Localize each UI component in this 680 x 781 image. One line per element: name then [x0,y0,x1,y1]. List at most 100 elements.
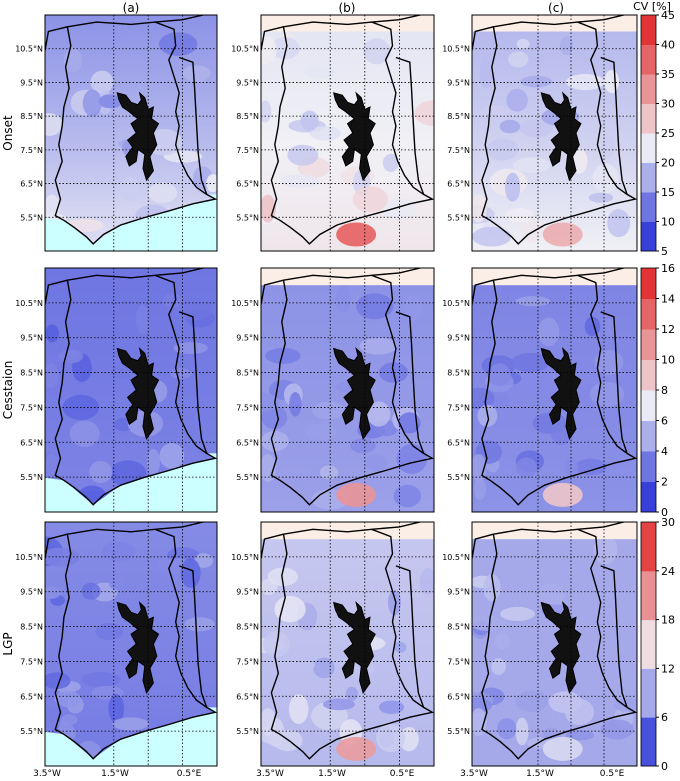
lat-tick-label: 8.5°N [20,369,43,378]
cv-patch [382,153,399,172]
cv-patch [488,363,511,387]
cv-patch [162,293,183,308]
lat-tick-label: 7.5°N [20,403,43,412]
cv-field [472,539,637,766]
gridlines [45,268,217,512]
cv-patch [81,671,121,688]
east-border [395,56,425,195]
gridlines [261,15,434,251]
country-border [481,21,637,245]
x-tick-label: 1.5°W [526,769,554,779]
gridlines [45,15,217,251]
panel-frame [44,521,218,767]
row-label: Onset [1,115,15,151]
cv-patch [497,718,517,740]
lat-tick-label: 10.5°N [231,299,259,308]
cv-patch [300,110,319,131]
colorbar-cesstaion: 0 2 4 6 8 10 12 14 16 [640,262,675,519]
colorbar-tick-label: 5 [661,245,668,258]
cv-patch [515,690,548,712]
cv-patch [95,622,124,641]
map-panel-lgp-2: 10.5°N 9.5°N 8.5°N 7.5°N 6.5°N 5.5°N [231,521,435,767]
cv-patch [69,420,100,447]
colorbar-tick-label: 10 [661,354,675,367]
cv-patch [270,37,300,60]
panel-frame [471,267,638,513]
lat-tick-label: 8.5°N [447,369,470,378]
cv-patch [120,176,139,202]
cv-patch [45,324,60,343]
lat-tick-label: 10.5°N [231,553,259,562]
coastal-hotspot [336,222,377,247]
lat-tick-label: 7.5°N [447,146,470,155]
map-panel-cesstaion-3: 10.5°N 9.5°N 8.5°N 7.5°N 6.5°N 5.5°N [442,267,638,513]
colorbar-title: CV [%] [633,0,671,13]
lat-tick-label: 9.5°N [20,588,43,597]
cv-patch [82,89,102,117]
cv-patch [480,105,510,120]
colorbar-tick-label: 30 [661,98,675,111]
colorbar-tick-label: 6 [661,711,668,724]
cv-patch [45,586,61,599]
lat-tick-label: 6.5°N [447,692,470,701]
colorbar-tick-label: 15 [661,186,675,199]
cv-patch [265,347,301,364]
cv-patch [505,208,534,223]
east-border [178,565,208,708]
cv-field [45,15,217,244]
cv-field [472,285,637,512]
lat-tick-label: 8.5°N [236,369,259,378]
cv-patch [603,318,617,340]
cv-patch [89,460,113,484]
row-label: Cesstaion [1,361,15,420]
cv-patch [537,317,560,347]
cv-patch [506,88,528,112]
cv-patch [604,70,620,94]
country-border [54,528,217,760]
colorbar-tick-label: 40 [661,39,675,52]
colorbar-tick-label: 25 [661,127,675,140]
lat-tick-label: 9.5°N [236,78,259,87]
west-border [261,279,284,305]
west-border [472,533,494,559]
colorbar-segment [641,44,656,75]
cv-patch [81,582,101,600]
cv-patch [565,730,594,741]
cv-patch [261,35,277,65]
cv-patch [387,589,401,616]
cv-patch [182,65,211,82]
panel-frame [44,267,218,513]
colorbar-frame [640,521,657,767]
x-tick-label: 3.5°W [33,769,61,779]
panel-frame [44,14,218,252]
lat-tick-label: 6.5°N [236,692,259,701]
cv-patch [520,75,552,88]
lat-tick-label: 10.5°N [15,299,43,308]
cv-patch [499,119,521,134]
east-border [178,56,208,195]
cv-patch [536,583,565,609]
x-tick-label: 3.5°W [460,769,488,779]
colorbar-segment [641,162,656,193]
x-axis: 3.5°W 1.5°W 0.5°E 3.5°W 1.5°W 0.5°E 3.5°… [33,769,624,779]
cv-patch [99,94,120,108]
lat-tick-label: 6.5°N [20,438,43,447]
gridlines [45,522,217,766]
colorbar-tick-label: 12 [661,662,675,675]
cv-patch [101,541,135,562]
cv-patch [158,32,198,56]
lat-tick-label: 6.5°N [447,180,470,189]
country-border [481,274,637,506]
colorbar-segment [641,451,656,482]
cv-patch [304,66,336,79]
colorbar-tick-label: 10 [661,216,675,229]
cv-patch [472,615,506,631]
cv-patch [287,144,319,166]
lake-volta [333,91,376,182]
map-panels: 10.5°N 9.5°N 8.5°N 7.5°N 6.5°N 5.5°N 10.5°N 9.5… [1,14,638,767]
east-border [178,311,208,454]
colorbar-segment [641,420,656,452]
cv-patch [135,304,150,335]
cv-patch [508,51,529,68]
panel-frame [260,521,435,767]
